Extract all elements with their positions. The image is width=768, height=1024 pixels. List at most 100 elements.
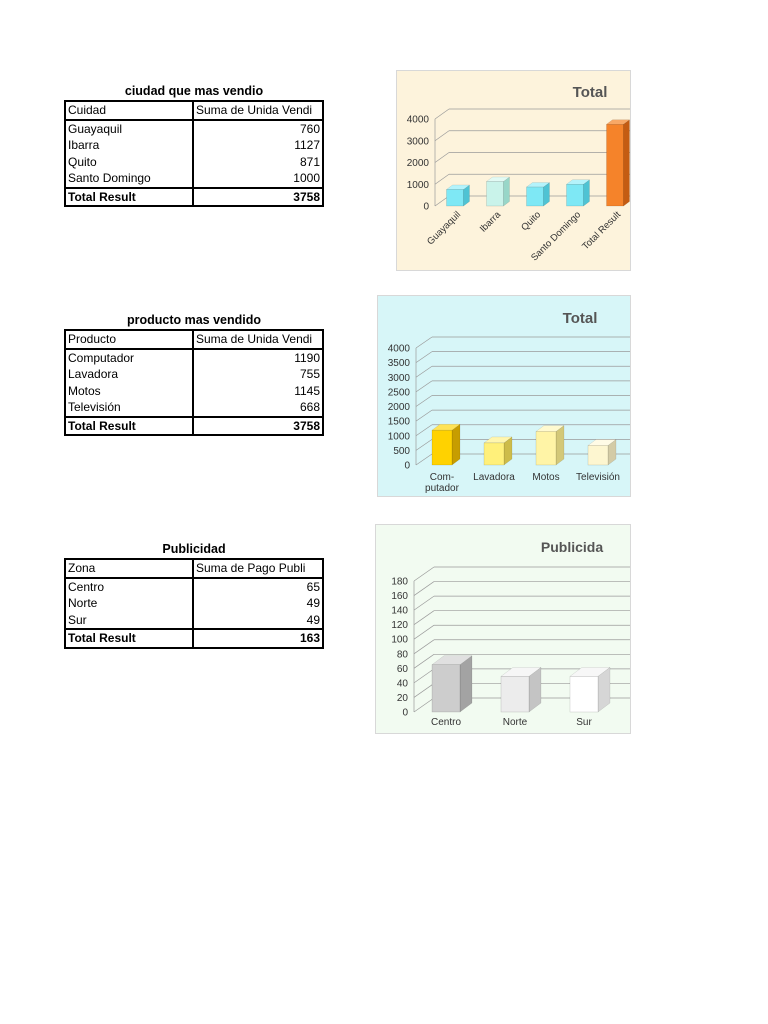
column-header[interactable]: Producto [64,329,194,350]
table-cell[interactable]: Motos [64,382,194,399]
y-tick-label: 140 [391,606,408,617]
gridline [415,336,433,349]
bar [431,429,453,466]
table-row: Norte 49 [64,595,324,612]
table-cell[interactable]: 49 [193,611,324,629]
y-tick-label: 0 [423,202,429,213]
table-row: Computador 1190 [64,348,324,366]
table-row: Ibarra 1127 [64,137,324,154]
table-cell[interactable]: 1145 [193,382,324,399]
city-sales-chart[interactable]: 0 1000 2000 3000 4000 Guayaquil Ibarra Quito San… [396,70,631,271]
column-header[interactable]: Suma de Unida Vendi [193,329,324,350]
table-cell[interactable]: Computador [64,348,194,366]
x-tick-label: Sur [576,717,592,728]
table-cell[interactable]: Centro [64,577,194,595]
total-row: Total Result 163 [64,628,324,649]
bar-side [451,423,461,466]
table-cell[interactable]: 65 [193,577,324,595]
bar [569,676,599,713]
gridline [415,380,433,393]
table-row: Televisión 668 [64,399,324,417]
table-header-row: Zona Suma de Pago Publi [64,558,324,579]
y-tick-label: 1500 [388,417,411,428]
bar [483,442,505,466]
y-tick-label: 180 [391,577,408,588]
y-tick-label: 1000 [407,180,430,191]
bar [587,445,609,466]
table-cell[interactable]: Total Result [64,628,194,649]
column-header[interactable]: Zona [64,558,194,579]
table-cell[interactable]: 49 [193,595,324,612]
y-tick-label: 3000 [388,373,411,384]
gridline [415,424,433,437]
bar-side [555,425,565,466]
y-tick-label: 0 [402,708,408,719]
gridline [413,654,435,669]
gridline [415,453,433,466]
y-tick-label: 160 [391,591,408,602]
table-cell[interactable]: 668 [193,399,324,417]
gridline [413,668,435,684]
y-tick-label: 2000 [388,402,411,413]
column-header[interactable]: Suma de Pago Publi [193,558,324,579]
chart-title: Publicida [541,539,603,555]
table-cell[interactable]: 755 [193,366,324,383]
table-cell[interactable]: Ibarra [64,137,194,154]
table-row: Santo Domingo 1000 [64,170,324,188]
gridline [413,595,435,611]
y-tick-label: 3500 [388,358,411,369]
product-sales-pivot: producto mas vendido Producto Suma de Un… [64,312,324,436]
table-cell[interactable]: 1127 [193,137,324,154]
table-cell[interactable]: Total Result [64,415,194,436]
gridline [413,624,435,640]
advertising-chart[interactable]: 020406080100120140160180CentroNorteSurTo… [375,524,631,734]
table-cell[interactable]: Televisión [64,399,194,417]
gridline [413,683,435,698]
gridline [415,409,433,422]
table-cell[interactable]: 871 [193,153,324,170]
y-tick-label: 1000 [388,431,411,442]
table-cell[interactable]: 3758 [193,415,324,436]
y-tick-label: 80 [397,649,409,660]
table-cell[interactable]: Quito [64,153,194,170]
gridline [413,639,435,655]
y-tick-label: 2000 [407,158,430,169]
table-row: Lavadora 755 [64,366,324,383]
column-header[interactable]: Suma de Unida Vendi [193,100,324,121]
table-cell[interactable]: Total Result [64,186,194,207]
table-cell[interactable]: Sur [64,611,194,629]
product-sales-chart[interactable]: 0 500 1000 1500 2000 2500 3000 3500 4000 Com-puta… [377,295,631,497]
gridline [415,365,433,378]
table-cell[interactable]: Lavadora [64,366,194,383]
y-tick-label: 60 [397,664,409,675]
x-tick-label: Motos [532,472,559,483]
y-tick-label: 4000 [388,344,411,355]
table-cell[interactable]: Santo Domingo [64,170,194,188]
table-row: Centro 65 [64,577,324,595]
x-tick-label: Lavadora [473,472,515,483]
total-row: Total Result 3758 [64,186,324,207]
column-header[interactable]: Cuidad [64,100,194,121]
bar [431,664,461,713]
chart-title: Total [573,84,608,101]
x-tick-label: Com-putador [425,472,460,494]
table-cell[interactable]: 1000 [193,170,324,188]
table-cell[interactable]: Guayaquil [64,119,194,137]
table-cell[interactable]: Norte [64,595,194,612]
bar [535,431,557,466]
y-tick-label: 4000 [407,115,430,126]
table-title: producto mas vendido [126,313,262,327]
product-sales-table: Producto Suma de Unida Vendi Computador … [64,329,324,436]
gridline [434,108,450,120]
y-tick-label: 3000 [407,136,430,147]
table-cell[interactable]: 760 [193,119,324,137]
bar-side [623,119,630,207]
bar [500,676,530,713]
table-row: Sur 49 [64,611,324,629]
table-cell[interactable]: 163 [193,628,324,649]
y-tick-label: 0 [404,461,410,472]
x-tick-label: Norte [503,717,528,728]
table-cell[interactable]: 3758 [193,186,324,207]
bar-side [459,655,473,713]
table-cell[interactable]: 1190 [193,348,324,366]
